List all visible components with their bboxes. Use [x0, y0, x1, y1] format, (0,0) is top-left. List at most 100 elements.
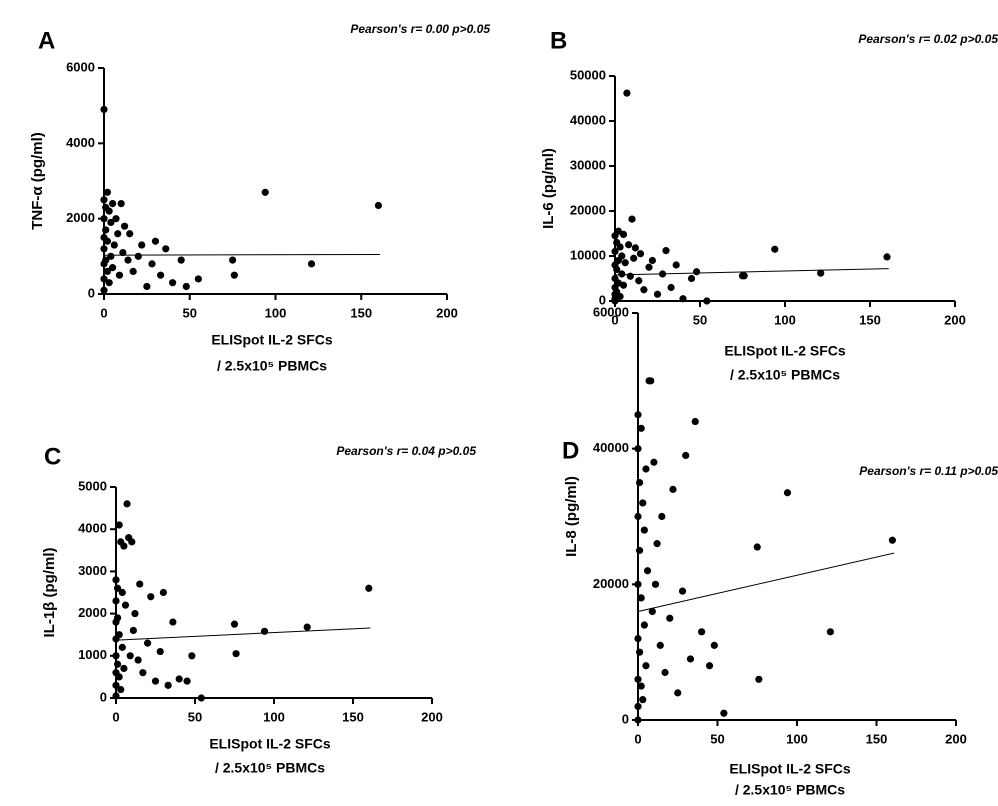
- trend-line: [115, 627, 371, 641]
- data-point: [648, 256, 657, 265]
- data-point: [635, 648, 644, 656]
- y-axis-label: IL-6 (pg/ml): [540, 148, 557, 229]
- x-axis-label: ELISpot IL-2 SFCs: [209, 736, 331, 752]
- data-point: [120, 542, 128, 550]
- x-tick-label: 0: [611, 312, 618, 327]
- x-tick-label: 50: [710, 731, 724, 746]
- x-tick-label: 100: [263, 709, 285, 724]
- data-point: [642, 662, 650, 670]
- data-point: [136, 580, 144, 588]
- data-point: [113, 614, 122, 622]
- data-point: [628, 215, 636, 223]
- data-point: [108, 264, 117, 272]
- data-point: [639, 696, 647, 704]
- data-point: [771, 245, 779, 253]
- y-tick-label: 40000: [593, 440, 629, 455]
- data-point: [630, 254, 638, 262]
- data-point: [365, 584, 373, 592]
- y-tick-label: 50000: [570, 67, 606, 82]
- x-axis-label: ELISpot IL-2 SFCs: [211, 332, 333, 348]
- data-point: [100, 245, 108, 253]
- x-tick-label: 50: [188, 709, 202, 724]
- y-tick-label: 20000: [570, 202, 606, 217]
- y-tick-label: 2000: [78, 605, 107, 620]
- data-point: [703, 297, 711, 305]
- y-tick-label: 2000: [66, 210, 95, 225]
- data-point: [634, 635, 642, 643]
- data-point: [113, 584, 122, 592]
- data-point: [194, 275, 202, 283]
- x-tick-label: 50: [183, 305, 197, 320]
- data-point: [112, 652, 120, 660]
- data-point: [230, 271, 238, 279]
- data-point: [102, 256, 110, 264]
- data-point: [114, 230, 122, 238]
- data-point: [112, 576, 120, 584]
- data-point: [121, 601, 130, 609]
- data-point: [128, 538, 136, 546]
- data-point: [888, 536, 897, 544]
- data-point: [642, 465, 650, 473]
- data-point: [138, 241, 146, 249]
- data-point: [611, 247, 619, 256]
- x-tick-label: 100: [786, 731, 808, 746]
- data-point: [100, 286, 108, 294]
- data-point: [100, 105, 108, 114]
- data-point: [100, 196, 108, 204]
- data-point: [159, 588, 167, 597]
- data-point: [134, 252, 142, 260]
- data-point: [129, 626, 137, 635]
- x-axis-label: ELISpot IL-2 SFCs: [724, 343, 846, 359]
- x-axis-label: / 2.5x10⁵ PBMCs: [735, 782, 845, 798]
- data-point: [705, 662, 714, 670]
- data-point: [710, 641, 718, 649]
- data-point: [625, 241, 633, 249]
- data-point: [169, 618, 177, 626]
- x-tick-label: 50: [693, 312, 707, 327]
- annotation: Pearson's r= 0.00 p>0.05: [350, 22, 490, 36]
- data-point: [164, 681, 172, 689]
- x-tick-label: 150: [866, 731, 888, 746]
- x-tick-label: 0: [112, 709, 119, 724]
- data-point: [129, 267, 137, 275]
- data-point: [679, 295, 687, 303]
- data-point: [634, 512, 642, 521]
- y-tick-label: 5000: [78, 478, 107, 493]
- data-point: [623, 89, 631, 97]
- data-point: [637, 682, 645, 690]
- y-tick-label: 40000: [570, 112, 606, 127]
- trend-line: [103, 253, 381, 256]
- data-point: [183, 677, 191, 685]
- panel-label: C: [44, 443, 61, 470]
- data-point: [100, 215, 108, 223]
- data-point: [637, 424, 645, 432]
- data-point: [169, 279, 177, 287]
- x-tick-label: 0: [100, 305, 107, 320]
- data-point: [115, 271, 124, 279]
- data-point: [687, 274, 696, 283]
- y-axis-label: IL-1β (pg/ml): [41, 548, 58, 638]
- data-point: [639, 499, 647, 507]
- data-point: [662, 247, 670, 255]
- data-point: [653, 540, 661, 548]
- data-point: [643, 567, 652, 575]
- y-tick-label: 30000: [570, 157, 606, 172]
- data-point: [682, 451, 690, 460]
- data-point: [112, 597, 120, 605]
- data-point: [230, 620, 239, 628]
- y-tick-label: 60000: [593, 304, 629, 319]
- data-point: [616, 243, 624, 251]
- data-point: [753, 543, 761, 551]
- data-point: [120, 222, 129, 230]
- data-point: [303, 623, 311, 631]
- data-point: [647, 377, 655, 385]
- data-point: [634, 675, 642, 683]
- y-tick-label: 6000: [66, 59, 95, 74]
- data-point: [123, 500, 131, 508]
- data-point: [648, 607, 656, 616]
- data-point: [115, 521, 123, 529]
- data-point: [134, 656, 142, 664]
- data-point: [156, 647, 164, 656]
- data-point: [147, 593, 155, 601]
